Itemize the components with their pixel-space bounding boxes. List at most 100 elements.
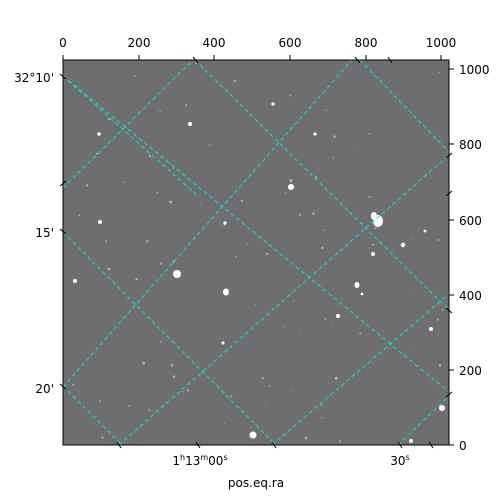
faint-star (208, 143, 211, 147)
faint-star (254, 304, 257, 307)
faint-star (290, 390, 293, 392)
faint-star (78, 214, 81, 217)
faint-star (123, 181, 125, 184)
star (221, 341, 225, 345)
bright-stars (73, 102, 445, 443)
faint-star (173, 375, 176, 378)
faint-star (320, 403, 323, 406)
bright-star (288, 184, 294, 190)
faint-star (170, 363, 174, 367)
coordinate-grid (63, 60, 449, 445)
faint-star (250, 426, 253, 429)
faint-star (321, 246, 324, 249)
faint-star (412, 294, 414, 296)
faint-star (412, 238, 414, 240)
faint-star (374, 227, 377, 230)
faint-star (268, 384, 271, 388)
faint-star (335, 376, 338, 380)
faint-star (135, 277, 138, 281)
faint-star (223, 422, 226, 425)
top-tick-label: 800 (355, 36, 378, 50)
bright-star (354, 282, 360, 288)
faint-star (95, 152, 98, 155)
image-frame (62, 59, 450, 446)
faint-star-field (72, 62, 444, 443)
faint-star (333, 135, 336, 138)
faint-star (235, 255, 238, 258)
grid-line (271, 293, 449, 445)
faint-star (142, 361, 145, 365)
faint-star (181, 390, 184, 393)
faint-star (86, 184, 89, 187)
faint-star (324, 318, 326, 320)
dec-tick-label: 20' (35, 382, 54, 396)
faint-star (261, 376, 265, 380)
star (313, 132, 317, 136)
faint-star (98, 400, 101, 402)
faint-star (323, 229, 325, 232)
faint-star (299, 213, 302, 216)
image-background (63, 60, 449, 445)
faint-star (134, 75, 136, 77)
faint-star (313, 160, 316, 162)
star (188, 122, 192, 126)
faint-star (185, 104, 188, 107)
dec-tick-label: 32°10' (14, 71, 54, 85)
faint-star (186, 389, 189, 392)
faint-star (240, 199, 243, 202)
faint-star (436, 318, 439, 321)
faint-star (304, 436, 308, 440)
faint-star (148, 408, 151, 412)
faint-star (199, 204, 201, 206)
faint-star (148, 155, 151, 158)
dec-tick-label: 15' (35, 226, 54, 240)
faint-star (359, 332, 362, 335)
right-tick-label: 600 (459, 214, 482, 228)
bottom-axis: 1h13m00s 30s pos.eq.ra (116, 441, 434, 490)
grid-line (397, 395, 449, 445)
grid-line (63, 75, 449, 393)
faint-star (330, 322, 333, 324)
faint-star (413, 346, 415, 348)
top-tick-label: 600 (279, 36, 302, 50)
right-axis: 1000 800 600 400 200 0 (449, 63, 490, 453)
faint-star (101, 436, 104, 439)
faint-star (265, 252, 269, 256)
faint-star (159, 110, 162, 113)
star (371, 252, 375, 256)
star (223, 221, 227, 225)
grid-line (359, 60, 449, 153)
grid-line (63, 231, 277, 445)
grid-line (63, 60, 194, 189)
faint-star (107, 117, 111, 121)
right-tick-label: 800 (459, 138, 482, 152)
bright-star (223, 288, 229, 296)
star (429, 327, 433, 331)
bright-star (439, 405, 445, 411)
faint-star (437, 238, 440, 242)
grid-line (194, 60, 449, 311)
faint-star (246, 243, 249, 245)
faint-star (107, 267, 111, 271)
faint-star (312, 212, 315, 215)
bright-star (249, 431, 257, 439)
faint-star (391, 249, 394, 252)
ra-tick-label-2: 30s (390, 453, 409, 468)
top-tick-label: 400 (203, 36, 226, 50)
top-tick-label: 0 (59, 36, 67, 50)
faint-star (332, 156, 334, 159)
faint-star (220, 225, 222, 227)
right-frame-ticks (445, 152, 453, 398)
faint-star (172, 260, 176, 264)
star (97, 132, 101, 136)
grid-line (63, 60, 353, 388)
bright-star (173, 270, 181, 278)
faint-star (233, 79, 236, 83)
star (98, 220, 102, 224)
faint-star (195, 62, 198, 65)
faint-star (293, 300, 295, 302)
faint-star (283, 326, 285, 328)
left-axis: 32°10' 15' 20' (14, 71, 67, 396)
